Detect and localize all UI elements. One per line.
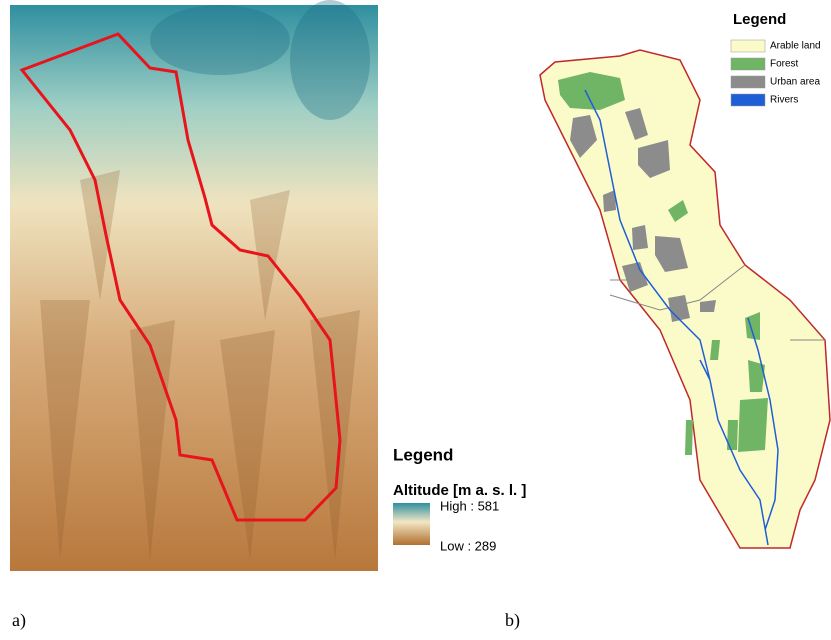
legend-swatch [731,76,765,88]
legend: Arable land Forest Urban area Rivers [731,40,821,106]
caption: b) [505,610,520,631]
legend-label: Forest [770,59,799,70]
land-use-map [540,50,830,548]
legend-subtitle: Altitude [m a. s. l. ] [393,482,526,499]
legend-swatch [731,94,765,106]
altitude-ramp [393,503,430,545]
legend-title: Legend [733,11,786,28]
legend-swatch [731,40,765,52]
legend-title: Legend [393,445,453,464]
altitude-map [10,0,378,571]
legend-label: Rivers [770,95,798,106]
figure: Legend Altitude [m a. s. l. ] High : 581… [0,0,831,635]
low-label: Low : 289 [440,538,496,553]
legend-swatch [731,58,765,70]
caption: a) [12,610,26,631]
high-label: High : 581 [440,498,499,513]
legend-label: Urban area [770,77,820,88]
legend-label: Arable land [770,41,821,52]
